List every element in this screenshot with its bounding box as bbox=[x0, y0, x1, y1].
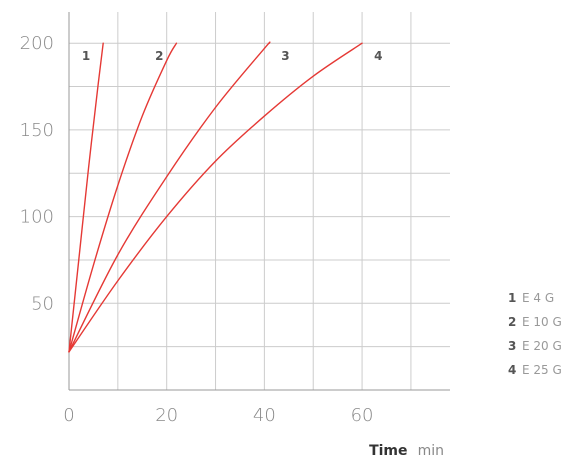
legend-label: E 10 G bbox=[522, 315, 562, 329]
legend: 1 E 4 G 2 E 10 G 3 E 20 G 4 E 25 G bbox=[508, 291, 562, 377]
curve-number-label: 1 bbox=[82, 49, 90, 63]
y-tick-label: 50 bbox=[31, 293, 54, 314]
series-line-4 bbox=[68, 42, 363, 353]
series-line-3 bbox=[68, 41, 271, 353]
curve-number-label: 4 bbox=[374, 49, 382, 63]
x-tick-label: 20 bbox=[155, 405, 178, 426]
legend-label: E 25 G bbox=[522, 363, 562, 377]
y-tick-label: 150 bbox=[20, 120, 54, 141]
legend-number: 4 bbox=[508, 363, 516, 377]
grid bbox=[69, 12, 450, 390]
legend-number: 2 bbox=[508, 315, 516, 329]
x-tick-label: 0 bbox=[63, 405, 74, 426]
y-tick-label: 200 bbox=[20, 33, 54, 54]
legend-number: 3 bbox=[508, 339, 516, 353]
x-tick-label: 60 bbox=[351, 405, 374, 426]
x-axis-title-name: Time bbox=[369, 443, 407, 459]
series-line-1 bbox=[68, 42, 104, 353]
x-axis-title-unit: min bbox=[418, 443, 444, 459]
curve-number-label: 3 bbox=[281, 49, 289, 63]
x-tick-label: 40 bbox=[253, 405, 276, 426]
legend-label: E 20 G bbox=[522, 339, 562, 353]
series-lines bbox=[68, 41, 363, 353]
curve-labels: 1 2 3 4 bbox=[82, 49, 383, 63]
x-axis-title: Time min bbox=[369, 440, 444, 459]
y-tick-label: 100 bbox=[20, 207, 54, 228]
curve-number-label: 2 bbox=[155, 49, 163, 63]
axes bbox=[68, 12, 450, 391]
tick-labels: 0 20 40 60 50 100 150 200 bbox=[20, 33, 374, 426]
legend-number: 1 bbox=[508, 291, 516, 305]
legend-label: E 4 G bbox=[522, 291, 554, 305]
series-line-2 bbox=[68, 42, 178, 353]
